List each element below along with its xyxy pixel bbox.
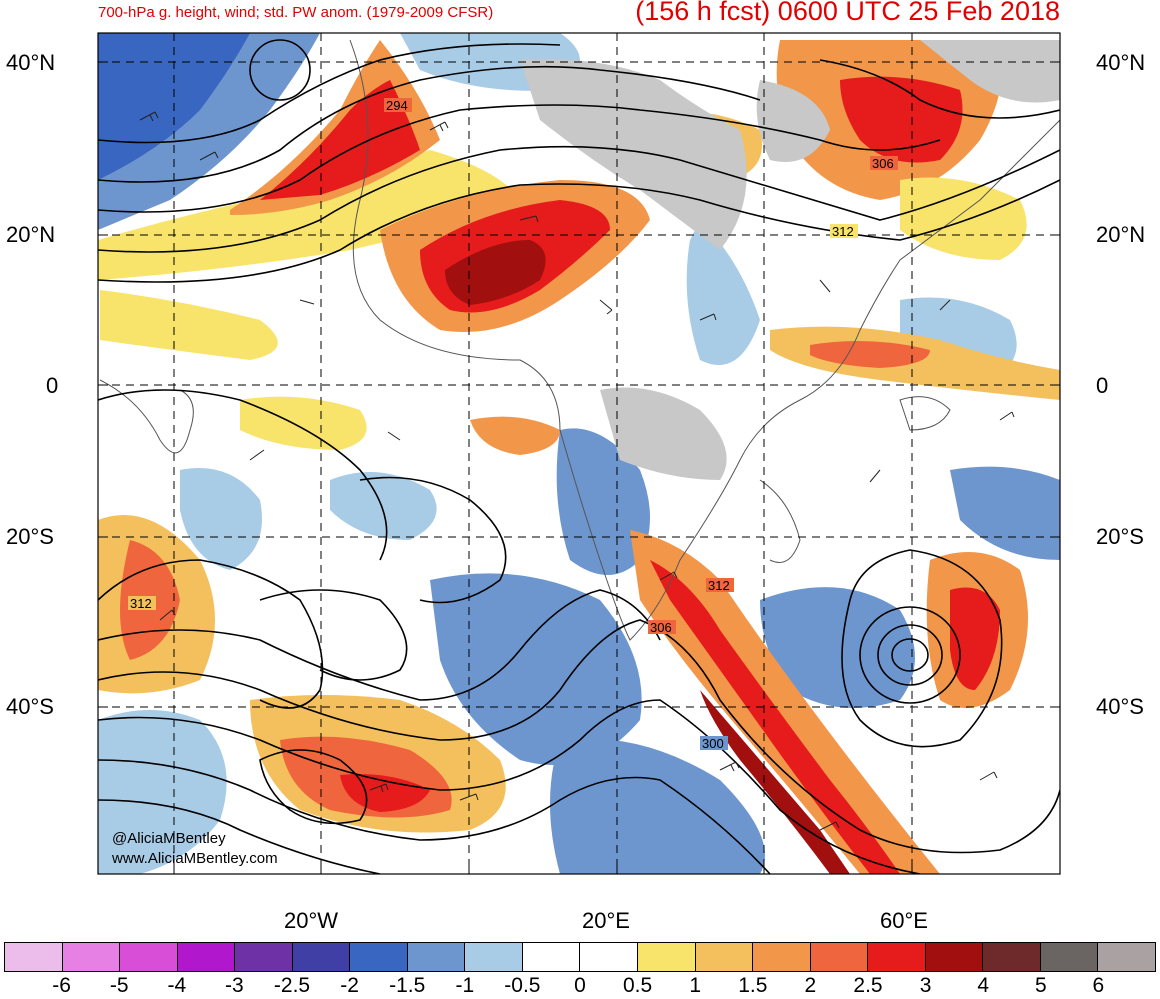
- colorbar-tick-label: -4: [167, 974, 187, 997]
- colorbar-swatch: [1040, 943, 1099, 971]
- lat-label-left-40s: 40°S: [6, 694, 54, 719]
- colorbar-swatch: [465, 943, 523, 971]
- colorbar-tick-label: 3: [919, 974, 932, 997]
- lon-label-60e: 60°E: [880, 908, 928, 933]
- credit-website: www.AliciaMBentley.com: [112, 850, 278, 867]
- forecast-time-title: (156 h fcst) 0600 UTC 25 Feb 2018: [635, 0, 1060, 26]
- colorbar-tick-label: -1: [455, 974, 475, 997]
- colorbar-swatch: [753, 943, 811, 971]
- colorbar-tick-label: 1: [689, 974, 702, 997]
- lat-label-right-40s: 40°S: [1096, 694, 1144, 719]
- colorbar-swatch: [580, 943, 639, 971]
- lat-label-left-40n: 40°N: [6, 50, 56, 75]
- contour-label-300: 300: [702, 736, 724, 751]
- colorbar-tick-label: 0.5: [622, 974, 653, 997]
- colorbar-tick-label: -2.5: [273, 974, 311, 997]
- colorbar-swatch: [925, 943, 984, 971]
- colorbar-swatch: [638, 943, 696, 971]
- lat-label-left-20n: 20°N: [6, 222, 56, 247]
- colorbar-tick-label: -1.5: [389, 974, 426, 997]
- lon-label-20w: 20°W: [284, 908, 339, 933]
- contour-label-312-south: 312: [708, 578, 730, 593]
- pw-anomaly-shading: [98, 33, 1060, 874]
- colorbar-tick-label: 2: [804, 974, 817, 997]
- colorbar-ticks: -6 -5 -4 -3 -2.5 -2 -1.5 -1 -0.5 0 0.5 1 1.5 2 2.5 3 4 5 6: [0, 974, 1160, 998]
- colorbar-swatch: [407, 943, 466, 971]
- colorbar-tick-label: -6: [52, 974, 71, 997]
- lat-label-left-equator: 0: [46, 373, 59, 398]
- colorbar-swatch: [868, 943, 926, 971]
- colorbar-swatch: [120, 943, 178, 971]
- colorbar: [4, 942, 1156, 972]
- wind-barbs: [139, 111, 1015, 831]
- colorbar-tick-label: 2.5: [853, 974, 883, 997]
- colorbar-swatch: [522, 943, 581, 971]
- lon-label-20e: 20°E: [582, 908, 630, 933]
- colorbar-tick-label: -5: [109, 974, 129, 997]
- colorbar-swatch: [5, 943, 63, 971]
- contour-label-312-west: 312: [130, 596, 152, 611]
- colorbar-swatch: [62, 943, 121, 971]
- lat-label-left-20s: 20°S: [6, 524, 54, 549]
- colorbar-tick-label: -0.5: [504, 974, 541, 997]
- colorbar-swatch: [1098, 943, 1155, 971]
- colorbar-swatch: [292, 943, 351, 971]
- colorbar-swatch: [810, 943, 869, 971]
- colorbar-swatch: [350, 943, 408, 971]
- colorbar-tick-label: 0: [574, 974, 586, 997]
- colorbar-tick-label: -2: [340, 974, 359, 997]
- lat-label-right-20n: 20°N: [1096, 222, 1146, 247]
- map-ticks: [98, 61, 1060, 874]
- contour-label-294: 294: [386, 98, 408, 113]
- height-contours: [98, 39, 1060, 874]
- colorbar-tick-label: 4: [977, 974, 990, 997]
- contour-label-306-north: 306: [872, 156, 894, 171]
- grid-lines: [98, 33, 1060, 874]
- map-panel: 294 306 312 312 312 306 300: [97, 32, 1061, 875]
- map-subtitle: 700-hPa g. height, wind; std. PW anom. (…: [98, 4, 494, 21]
- lat-label-right-20s: 20°S: [1096, 524, 1144, 549]
- credit-handle: @AliciaMBentley: [112, 830, 226, 847]
- colorbar-swatch: [695, 943, 754, 971]
- land-boundaries: [99, 39, 1060, 641]
- lat-label-right-equator: 0: [1096, 373, 1109, 398]
- colorbar-tick-label: 6: [1092, 974, 1105, 997]
- colorbar-swatch: [983, 943, 1041, 971]
- contour-label-306-south: 306: [650, 620, 672, 635]
- contour-labels: 294 306 312 312 312 306 300: [128, 98, 898, 751]
- colorbar-tick-label: -3: [225, 974, 244, 997]
- colorbar-swatch: [177, 943, 236, 971]
- colorbar-tick-label: 5: [1034, 974, 1047, 997]
- colorbar-tick-label: 1.5: [738, 974, 768, 997]
- lat-label-right-40n: 40°N: [1096, 50, 1146, 75]
- contour-label-312-north: 312: [832, 224, 854, 239]
- colorbar-swatch: [235, 943, 293, 971]
